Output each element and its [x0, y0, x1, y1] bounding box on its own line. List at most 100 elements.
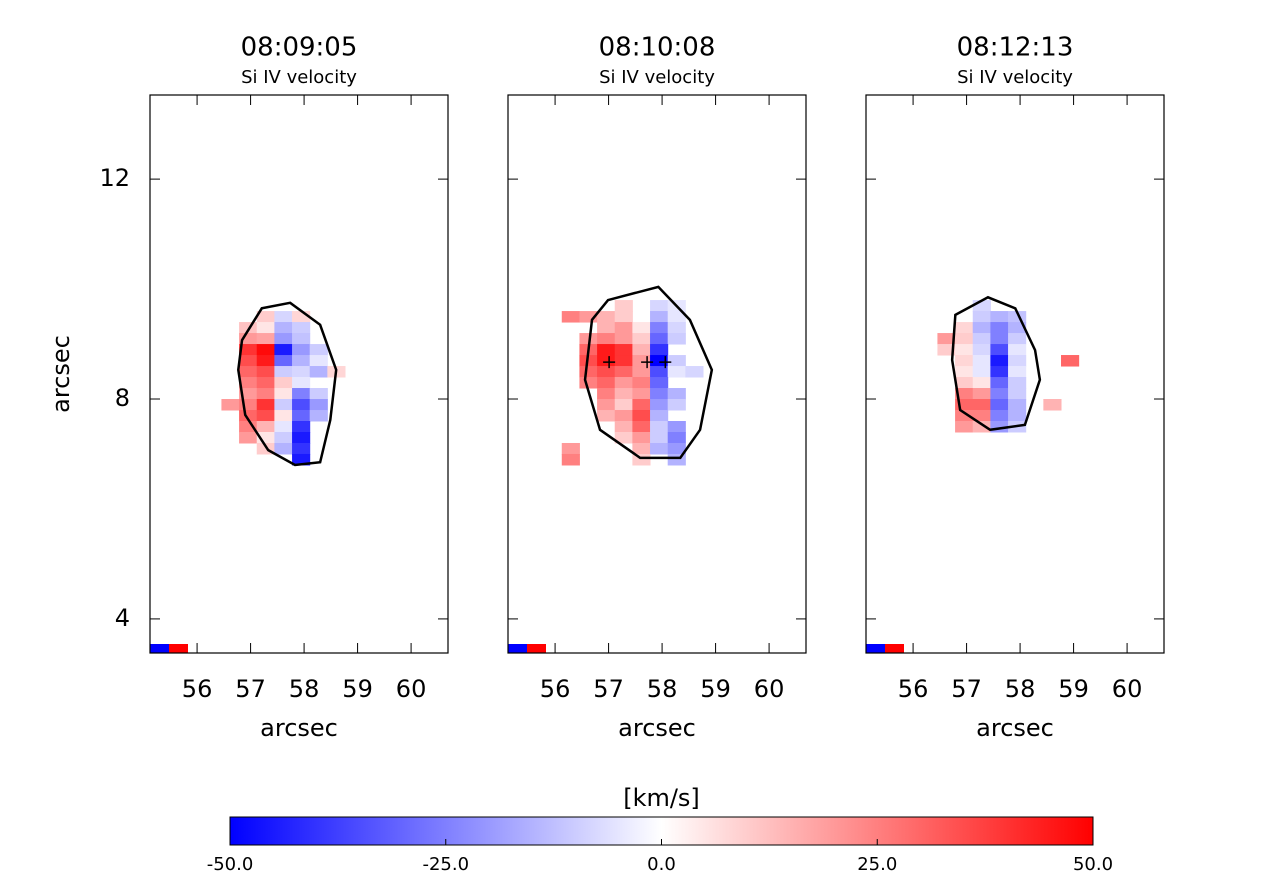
velocity-cell — [309, 388, 328, 400]
velocity-cell — [632, 355, 651, 367]
velocity-cell — [292, 311, 311, 323]
velocity-cell — [632, 399, 651, 411]
velocity-cell — [990, 344, 1009, 356]
velocity-cell — [614, 421, 633, 433]
cross-marker — [641, 356, 654, 369]
x-tick-label: 60 — [396, 675, 427, 703]
velocity-cell — [597, 366, 616, 378]
velocity-cell — [292, 442, 311, 455]
colorbar-tick-label: -25.0 — [422, 854, 469, 875]
cross-marker — [603, 356, 616, 369]
cross-marker — [659, 356, 672, 369]
velocity-cell — [614, 366, 633, 378]
velocity-cell — [990, 322, 1009, 334]
velocity-cell — [955, 421, 974, 433]
velocity-cell — [292, 399, 311, 411]
legend-blue-box — [508, 644, 527, 653]
velocity-cell — [579, 366, 598, 378]
velocity-cell — [614, 333, 633, 345]
x-tick-label: 56 — [898, 675, 929, 703]
x-tick-label: 58 — [1005, 675, 1036, 703]
velocity-cell — [972, 421, 991, 433]
panel-subtitle: Si IV velocity — [241, 67, 357, 88]
plot-frame — [149, 94, 449, 654]
velocity-cell — [955, 377, 974, 389]
velocity-cell — [614, 399, 633, 411]
x-axis-label: arcsec — [260, 714, 338, 742]
velocity-cell — [990, 311, 1009, 323]
velocity-cell — [561, 311, 580, 323]
velocity-cell — [274, 377, 293, 389]
velocity-cell — [1008, 388, 1027, 400]
velocity-cell — [632, 322, 651, 334]
x-tick-label: 58 — [289, 675, 320, 703]
velocity-cell — [650, 388, 669, 400]
velocity-cell — [667, 442, 686, 455]
velocity-cell — [650, 311, 669, 323]
velocity-cell — [972, 355, 991, 367]
x-axis-label: arcsec — [976, 714, 1054, 742]
y-axis-label: arcsec — [47, 335, 75, 413]
velocity-cell — [292, 355, 311, 367]
velocity-cell — [274, 399, 293, 411]
x-tick-label: 56 — [540, 675, 571, 703]
velocity-cell — [955, 333, 974, 345]
velocity-cell — [650, 300, 669, 312]
velocity-cell — [274, 366, 293, 378]
velocity-cell — [597, 377, 616, 389]
x-tick-label: 60 — [1112, 675, 1143, 703]
velocity-cell — [579, 377, 598, 389]
velocity-cell — [579, 333, 598, 345]
colorbar-label: [km/s] — [623, 784, 700, 812]
velocity-cell — [972, 399, 991, 411]
velocity-cell — [650, 399, 669, 411]
velocity-cell — [667, 431, 686, 444]
velocity-cell — [650, 410, 669, 422]
velocity-cell — [597, 388, 616, 400]
velocity-cell — [561, 442, 580, 455]
panel-title: 08:09:05 — [241, 33, 358, 63]
x-tick-label: 56 — [182, 675, 213, 703]
velocity-cell — [972, 300, 991, 312]
velocity-cell — [650, 421, 669, 433]
velocity-cell — [990, 421, 1009, 433]
x-tick-label: 59 — [1058, 675, 1089, 703]
velocity-cell — [632, 366, 651, 378]
velocity-cell — [256, 410, 275, 422]
y-tick-label: 8 — [115, 384, 130, 412]
velocity-cell — [1008, 322, 1027, 334]
velocity-cell — [309, 410, 328, 422]
panel-title: 08:12:13 — [957, 33, 1074, 63]
y-tick-label: 4 — [115, 604, 130, 632]
velocity-cell — [614, 377, 633, 389]
velocity-cell — [955, 410, 974, 422]
velocity-cell — [632, 410, 651, 422]
velocity-cell — [597, 333, 616, 345]
velocity-cell — [256, 344, 275, 356]
velocity-cell — [990, 388, 1009, 400]
velocity-cell — [972, 366, 991, 378]
velocity-cell — [650, 377, 669, 389]
legend-red-box — [527, 644, 546, 653]
velocity-cell — [239, 366, 258, 378]
velocity-cell — [990, 410, 1009, 422]
velocity-cell — [667, 355, 686, 367]
velocity-cell — [239, 410, 258, 422]
velocity-cell — [239, 322, 258, 334]
velocity-cell — [667, 333, 686, 345]
velocity-cell — [239, 399, 258, 411]
velocity-cell — [309, 344, 328, 356]
velocity-cell — [597, 410, 616, 422]
velocity-cell — [292, 421, 311, 433]
velocity-cell — [292, 431, 311, 444]
velocity-cell — [597, 322, 616, 334]
velocity-cell — [1008, 377, 1027, 389]
legend-red-box — [885, 644, 904, 653]
plot-frame — [865, 94, 1165, 654]
velocity-cell — [650, 333, 669, 345]
velocity-cell — [239, 377, 258, 389]
velocity-cell — [597, 311, 616, 323]
velocity-cell — [274, 344, 293, 356]
velocity-cell — [632, 388, 651, 400]
panel-title: 08:10:08 — [599, 33, 716, 63]
